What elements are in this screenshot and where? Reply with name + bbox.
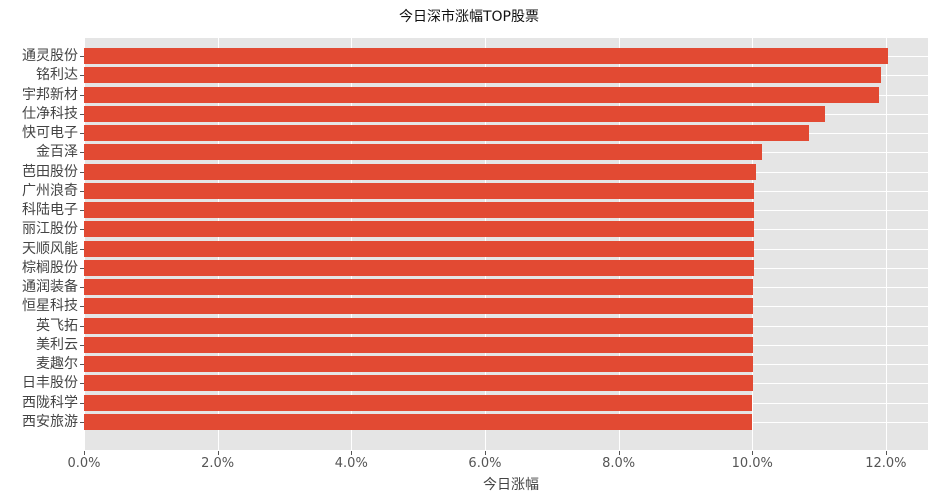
bar — [84, 336, 753, 353]
y-tick — [80, 113, 84, 115]
y-tick-label: 金百泽 — [36, 144, 78, 161]
y-tick-label: 仕净科技 — [22, 105, 78, 122]
bar — [84, 414, 753, 430]
chart-title: 今日深市涨幅TOP股票 — [398, 9, 539, 25]
bar — [84, 202, 755, 219]
bar — [84, 279, 753, 296]
bar — [84, 240, 754, 257]
y-tick-label: 西安旅游 — [22, 414, 78, 430]
y-tick-label: 通灵股份 — [22, 48, 78, 64]
x-axis-title: 今日涨幅 — [483, 477, 539, 493]
x-tick-label: 2.0% — [201, 456, 235, 471]
y-tick-label: 恒星科技 — [22, 298, 78, 315]
bar — [84, 182, 755, 199]
bar — [84, 317, 753, 334]
x-tick — [351, 451, 353, 455]
bar — [84, 298, 753, 315]
y-tick — [80, 94, 84, 96]
y-tick — [80, 306, 84, 308]
y-tick-label: 麦趣尔 — [36, 356, 78, 373]
x-tick-label: 6.0% — [468, 456, 502, 471]
bar — [84, 125, 810, 142]
x-tick-label: 8.0% — [602, 456, 636, 471]
x-tick — [618, 451, 620, 455]
bar — [84, 48, 888, 64]
y-tick — [80, 133, 84, 135]
bar — [84, 105, 826, 122]
y-tick — [80, 267, 84, 269]
y-tick-label: 科陆电子 — [22, 202, 78, 219]
x-gridline — [885, 38, 887, 450]
bar — [84, 144, 763, 161]
y-tick-label: 快可电子 — [22, 125, 78, 142]
y-tick — [80, 364, 84, 366]
bar — [84, 375, 753, 392]
bar — [84, 86, 880, 103]
y-tick-label: 芭田股份 — [22, 163, 78, 180]
bar — [84, 259, 754, 276]
y-tick — [80, 171, 84, 173]
y-tick — [80, 402, 84, 404]
x-tick — [84, 451, 85, 455]
y-tick-label: 宇邦新材 — [22, 86, 78, 103]
y-tick — [80, 325, 84, 327]
x-tick — [217, 451, 219, 455]
bar — [84, 394, 753, 411]
y-tick-label: 广州浪奇 — [22, 182, 78, 199]
x-tick-label: 10.0% — [731, 456, 773, 471]
y-tick-label: 西陇科学 — [22, 394, 78, 411]
x-tick — [484, 451, 486, 455]
y-tick — [80, 383, 84, 385]
y-tick-label: 棕榈股份 — [22, 259, 78, 276]
y-tick-label: 英飞拓 — [36, 317, 78, 334]
y-tick — [80, 422, 84, 423]
x-tick-label: 0.0% — [67, 456, 101, 471]
bar — [84, 67, 882, 84]
y-tick-label: 日丰股份 — [22, 375, 78, 392]
x-tick — [752, 451, 754, 455]
y-tick — [80, 190, 84, 192]
y-tick — [80, 344, 84, 346]
bar — [84, 221, 754, 238]
x-tick — [885, 451, 887, 455]
bar — [84, 163, 757, 180]
y-tick-label: 铭利达 — [36, 67, 78, 84]
y-tick — [80, 248, 84, 250]
y-tick-label: 天顺风能 — [22, 240, 78, 257]
y-tick — [80, 75, 84, 77]
y-tick — [80, 210, 84, 212]
x-tick-label: 4.0% — [334, 456, 368, 471]
y-tick — [80, 287, 84, 289]
y-tick — [80, 152, 84, 154]
y-tick — [80, 56, 84, 57]
y-tick — [80, 229, 84, 231]
y-tick-label: 丽江股份 — [22, 221, 78, 238]
bar — [84, 356, 753, 373]
y-tick-label: 通润装备 — [22, 279, 78, 296]
x-tick-label: 12.0% — [865, 456, 907, 471]
plot-area — [84, 38, 928, 450]
y-tick-label: 美利云 — [36, 336, 78, 353]
